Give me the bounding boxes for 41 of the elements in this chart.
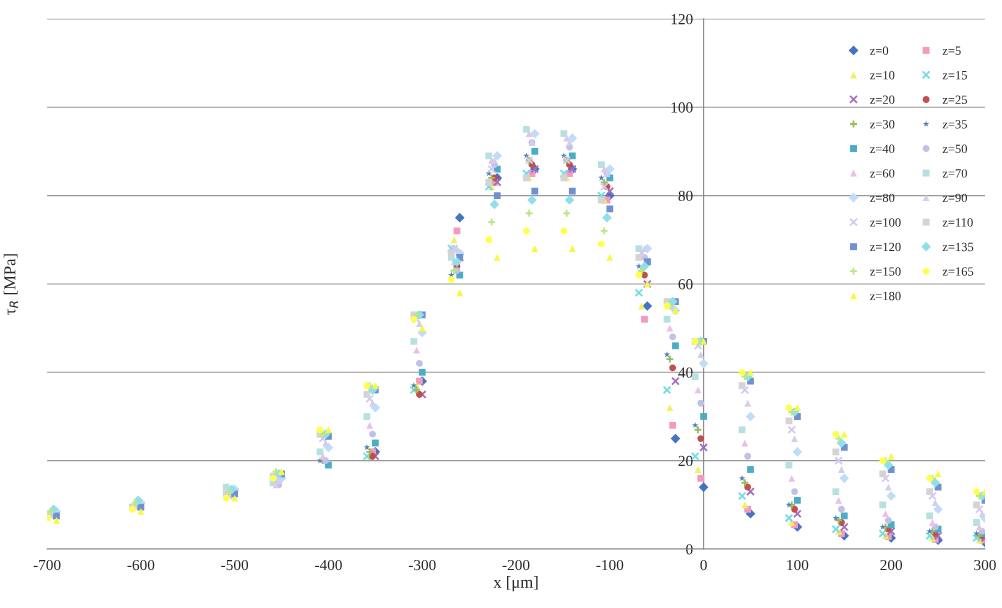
legend-label: z=50	[942, 144, 967, 154]
x-axis-title: x [μm]	[493, 576, 538, 592]
x-tick-label: 300	[974, 559, 996, 571]
legend-label: z=10	[870, 70, 895, 80]
legend-label: z=80	[870, 193, 895, 203]
legend-label: z=90	[942, 193, 967, 203]
y-tick-label: 60	[678, 279, 693, 290]
x-tick-label: -500	[221, 559, 249, 571]
x-tick-label: -200	[502, 559, 530, 571]
x-tick-label: -600	[127, 559, 155, 571]
legend-label: z=120	[870, 242, 901, 252]
x-tick-label: 200	[880, 559, 903, 571]
legend-label: z=110	[942, 218, 973, 227]
legend-label: z=165	[942, 267, 974, 276]
legend-label: z=60	[870, 169, 895, 178]
y-tick-label: 40	[678, 367, 693, 378]
legend-label: z=30	[870, 120, 895, 129]
x-tick-label: -700	[33, 559, 61, 571]
y-axis-title: τ$_{R}$ [MPa]	[3, 254, 19, 315]
y-tick-label: 100	[671, 102, 693, 113]
legend-label: z=35	[942, 120, 967, 129]
x-tick-label: 100	[787, 559, 809, 571]
legend-label: z=20	[870, 95, 895, 104]
legend-label: z=180	[870, 291, 901, 301]
x-tick-label: -100	[596, 559, 624, 571]
legend-label: z=40	[870, 144, 895, 154]
y-tick-label: 0	[686, 544, 693, 555]
legend-label: z=100	[870, 218, 901, 227]
legend-label: z=0	[870, 46, 889, 55]
legend-label: z=135	[942, 242, 974, 252]
legend-label: z=25	[942, 95, 967, 104]
x-tick-label: -400	[315, 559, 342, 571]
x-tick-label: 0	[700, 559, 707, 571]
legend-label: z=15	[942, 71, 967, 80]
legend-label: z=70	[942, 169, 967, 178]
legend-label: z=5	[942, 46, 961, 55]
y-tick-label: 120	[671, 13, 693, 25]
y-tick-label: 20	[678, 455, 693, 467]
y-tick-label: 80	[678, 190, 693, 202]
legend-label: z=150	[870, 267, 901, 276]
x-tick-label: -300	[408, 559, 436, 571]
